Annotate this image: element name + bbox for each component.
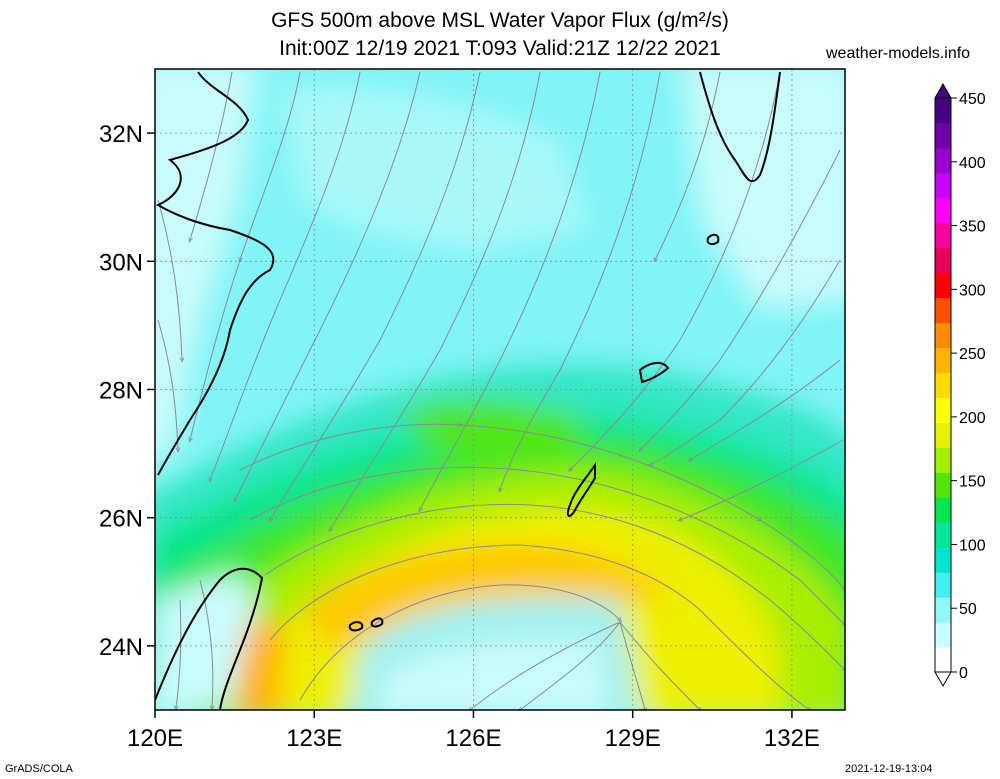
kyushu-coast [699,71,781,183]
colorbar-label: 100 [959,537,986,554]
colorbar-swatch [935,597,951,623]
lat-tick-label: 28N [99,378,143,405]
colorbar-swatch [935,297,951,324]
colorbar-swatch [935,547,951,573]
colorbar-swatch [935,397,951,423]
colorbar-label: 250 [959,346,986,363]
colorbar-swatch [935,422,951,448]
coastlines [155,71,781,710]
lat-tick-label: 32N [99,121,143,148]
colorbar-label: 150 [959,474,986,491]
lon-tick-label: 132E [764,725,820,752]
colorbar-swatch [935,197,951,224]
colorbar-swatch [935,497,951,523]
colorbar-swatch [935,272,951,299]
miyako-island [370,617,384,628]
china-coast [155,71,275,476]
ishigaki-island [348,621,364,632]
colorbar-label: 50 [959,601,977,618]
colorbar-label: 200 [959,410,986,427]
lon-tick-label: 120E [127,725,183,752]
colorbar-swatch [935,372,951,398]
lon-tick-label: 126E [445,725,501,752]
colorbar-label: 0 [959,665,968,682]
flux-field [155,69,845,710]
colorbar-swatch [935,522,951,548]
colorbar-label: 300 [959,282,986,299]
footer-timestamp: 2021-12-19-13:04 [845,763,933,775]
colorbar-swatch [935,447,951,473]
colorbar-swatch [935,122,951,149]
okinawa [566,461,596,517]
colorbar-swatch [935,347,951,374]
taiwan-coast [155,567,264,710]
chart-subtitle: Init:00Z 12/19 2021 T:093 Valid:21Z 12/2… [279,37,721,60]
colorbar-min-arrow [934,671,952,688]
lat-tick-label: 26N [99,506,143,533]
colorbar-swatch [935,572,951,598]
watermark: weather-models.info [826,45,971,62]
colorbar-swatch [935,472,951,498]
colorbar-swatch [935,322,951,349]
map-axes: 24N 26N 28N 30N 32N 120E 123E 126E 129E 132E [99,121,820,752]
lat-tick-label: 30N [99,249,143,276]
colorbar-label: 350 [959,219,986,236]
lat-tick-label: 24N [99,634,143,661]
colorbar-swatch [935,98,951,124]
footer-software-credit: GrADS/COLA [5,763,73,775]
colorbar-swatch [935,647,951,673]
colorbar-swatch [935,172,951,199]
colorbar-swatch [935,222,951,249]
chart-title: GFS 500m above MSL Water Vapor Flux (g/m… [271,9,729,32]
colorbar-label: 450 [959,91,986,108]
yakushima [706,233,720,246]
colorbar-swatch [935,147,951,174]
streamlines [157,71,845,710]
colorbar-swatch [935,247,951,274]
amami-island [638,362,670,384]
colorbar-swatch [935,622,951,648]
lon-tick-label: 123E [286,725,342,752]
colorbar-max-arrow [934,82,952,99]
colorbar: 0 50 100 150 200 250 300 350 400 450 [934,82,986,688]
lon-tick-label: 129E [605,725,661,752]
colorbar-label: 400 [959,155,986,172]
